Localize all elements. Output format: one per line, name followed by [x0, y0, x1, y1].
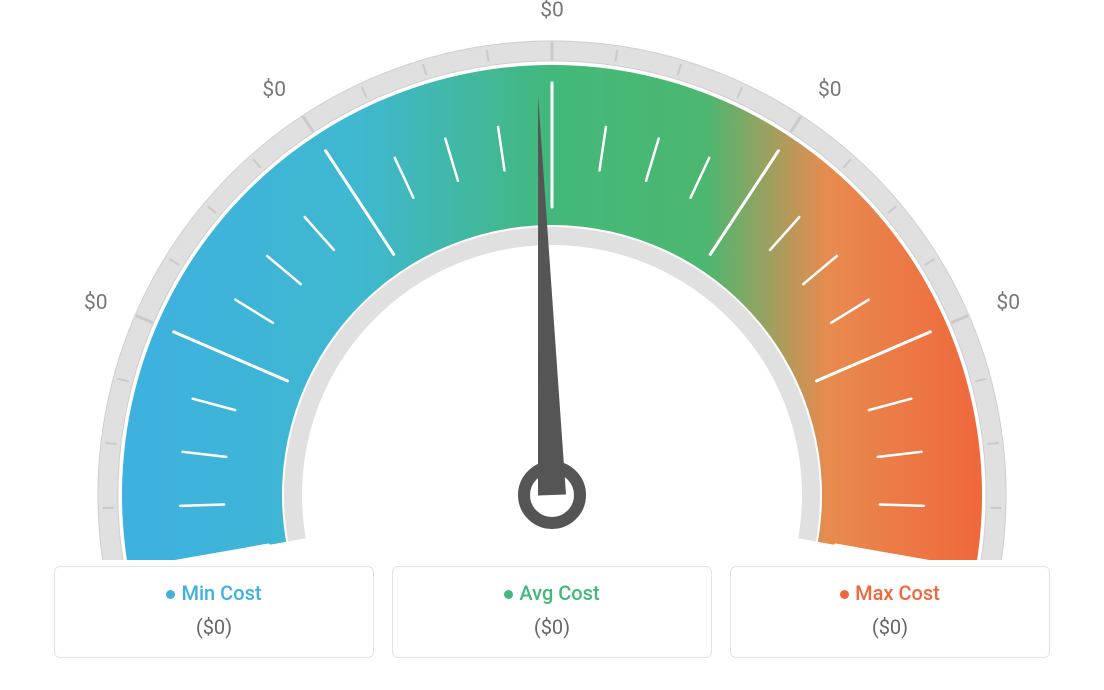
scale-label: $0	[818, 78, 842, 102]
scale-label: $0	[996, 291, 1020, 315]
legend-value-avg: ($0)	[393, 615, 711, 639]
legend-label-avg: Avg Cost	[519, 581, 599, 605]
legend-dot-min	[166, 590, 175, 599]
scale-label: $0	[540, 0, 564, 23]
legend-dot-max	[840, 590, 849, 599]
legend-dot-avg	[504, 590, 513, 599]
legend-card-max: Max Cost ($0)	[730, 566, 1050, 658]
legend-card-min: Min Cost ($0)	[54, 566, 374, 658]
scale-label: $0	[84, 291, 108, 315]
legend-title-max: Max Cost	[731, 581, 1049, 605]
legend-value-min: ($0)	[55, 615, 373, 639]
gauge-chart: $0$0$0$0$0$0$0	[0, 0, 1104, 560]
legend-label-min: Min Cost	[181, 581, 261, 605]
legend-title-avg: Avg Cost	[393, 581, 711, 605]
scale-label: $0	[262, 78, 286, 102]
legend-title-min: Min Cost	[55, 581, 373, 605]
legend-value-max: ($0)	[731, 615, 1049, 639]
legend-row: Min Cost ($0) Avg Cost ($0) Max Cost ($0…	[0, 566, 1104, 658]
legend-label-max: Max Cost	[855, 581, 940, 605]
legend-card-avg: Avg Cost ($0)	[392, 566, 712, 658]
gauge-svg: $0$0$0$0$0$0$0	[0, 0, 1104, 560]
